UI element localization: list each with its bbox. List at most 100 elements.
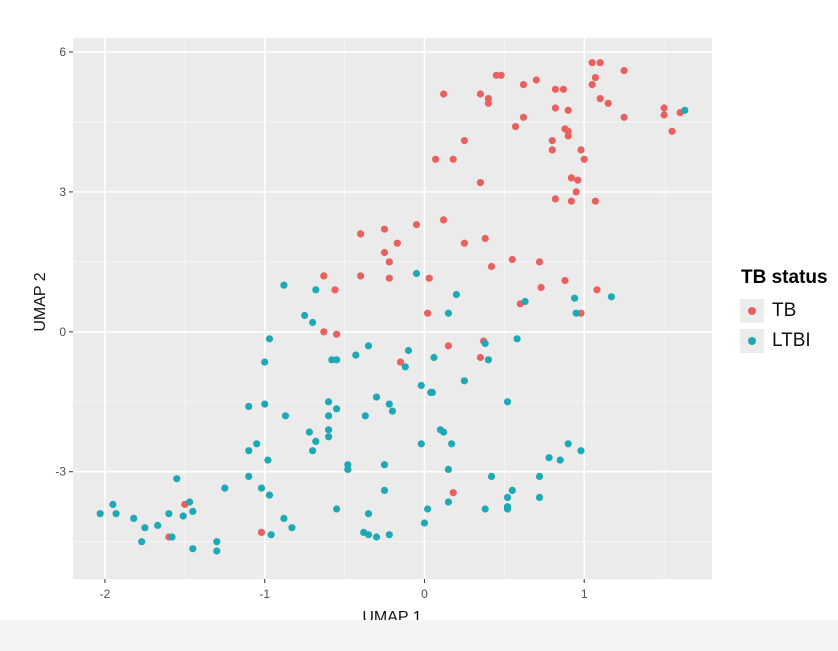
point-tb (393, 239, 401, 247)
y-axis-title: UMAP 2 (32, 272, 49, 331)
point-ltbi (372, 533, 381, 541)
point-ltbi (245, 402, 253, 410)
x-tick-label: 1 (581, 587, 588, 601)
point-ltbi (309, 447, 317, 455)
point-tb (551, 195, 560, 203)
point-ltbi (428, 388, 436, 396)
point-ltbi (189, 507, 197, 515)
point-tb (357, 230, 365, 238)
point-tb (449, 489, 457, 497)
point-ltbi (138, 538, 146, 546)
point-ltbi (513, 335, 521, 343)
point-ltbi (281, 412, 290, 420)
point-ltbi (280, 281, 288, 289)
point-ltbi (186, 498, 194, 506)
point-tb (551, 85, 560, 93)
point-tb (537, 283, 545, 292)
point-ltbi (508, 486, 516, 494)
point-ltbi (245, 447, 253, 455)
point-tb (596, 59, 604, 67)
point-tb (574, 176, 582, 184)
point-tb (591, 197, 600, 205)
point-ltbi (417, 381, 425, 390)
point-tb (257, 528, 266, 537)
point-tb (535, 258, 544, 266)
point-ltbi (364, 531, 373, 539)
point-tb (593, 286, 601, 294)
point-tb (551, 104, 560, 112)
point-ltbi (572, 309, 580, 317)
point-ltbi (261, 400, 269, 408)
point-ltbi (448, 440, 456, 448)
legend-item-tb: TB (740, 296, 838, 326)
point-ltbi (404, 346, 413, 355)
point-ltbi (444, 465, 452, 473)
point-ltbi (681, 106, 689, 114)
point-ltbi (607, 293, 616, 301)
point-ltbi (165, 510, 173, 518)
point-tb (567, 197, 576, 205)
point-ltbi (333, 505, 341, 513)
axis-ticks: -2 -1 0 1 -3 0 3 6 (55, 45, 588, 601)
point-tb (577, 146, 585, 154)
point-ltbi (444, 309, 452, 317)
point-tb (412, 221, 421, 229)
point-ltbi (481, 505, 489, 513)
point-ltbi (487, 472, 496, 480)
point-tb (511, 123, 520, 131)
point-tb (588, 81, 596, 89)
point-tb (320, 272, 328, 280)
point-tb (481, 234, 489, 243)
point-tb (476, 179, 484, 187)
legend-label-ltbi: LTBI (772, 330, 811, 351)
point-tb (484, 99, 492, 107)
point-tb (385, 274, 393, 282)
point-tb (668, 127, 676, 135)
point-ltbi (265, 335, 274, 343)
point-tb (620, 67, 628, 75)
point-ltbi (245, 472, 253, 480)
point-ltbi (364, 510, 373, 518)
point-tb (331, 286, 339, 294)
point-ltbi (333, 405, 341, 413)
point-tb (460, 137, 468, 145)
point-ltbi (420, 519, 429, 527)
point-tb (588, 59, 596, 67)
point-ltbi (460, 377, 468, 385)
plot-panel (73, 38, 712, 579)
point-tb (444, 342, 452, 350)
point-ltbi (253, 440, 261, 448)
point-tb (508, 255, 516, 264)
point-ltbi (503, 398, 512, 406)
point-tb (572, 188, 580, 196)
point-ltbi (521, 297, 529, 306)
point-tb (660, 111, 668, 119)
point-ltbi (325, 412, 333, 420)
point-tb (380, 225, 389, 233)
point-tb (532, 76, 540, 84)
point-ltbi (257, 484, 266, 492)
point-tb (620, 113, 628, 121)
point-ltbi (481, 339, 489, 348)
point-tb (449, 155, 457, 163)
point-ltbi (571, 294, 579, 302)
point-ltbi (213, 538, 221, 546)
point-ltbi (417, 440, 425, 448)
point-ltbi (312, 286, 320, 294)
point-tb (564, 106, 572, 114)
point-tb (432, 155, 440, 163)
point-ltbi (556, 456, 564, 464)
point-ltbi (141, 524, 149, 532)
point-tb (591, 74, 600, 82)
point-tb (559, 85, 568, 93)
point-tb (357, 272, 365, 280)
data-points (96, 59, 689, 555)
x-tick-label: -1 (259, 587, 270, 601)
point-ltbi (430, 353, 438, 362)
point-ltbi (564, 440, 572, 448)
legend-key-ltbi (740, 329, 764, 353)
point-tb (333, 330, 341, 338)
point-tb (460, 239, 468, 247)
point-tb (564, 132, 572, 140)
